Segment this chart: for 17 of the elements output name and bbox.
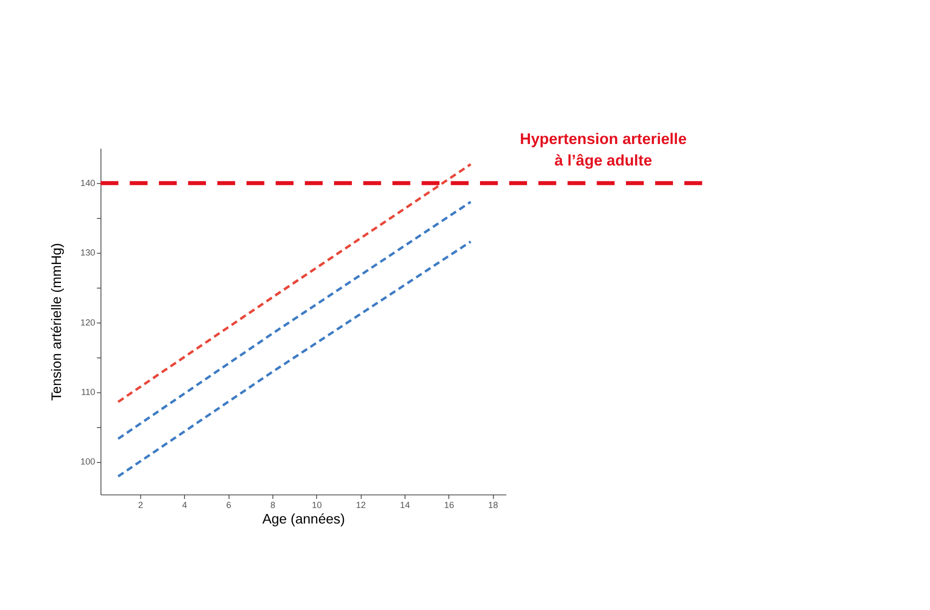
x-tick-label: 16	[444, 500, 454, 510]
y-tick-label: 100	[80, 456, 96, 467]
y-tick-label: 130	[80, 248, 96, 258]
x-tick-label: 12	[356, 500, 366, 510]
x-tick-label: 14	[400, 500, 410, 510]
x-tick-label: 18	[488, 500, 498, 510]
x-tick-label: 8	[270, 500, 276, 510]
x-tick-label: 6	[226, 500, 232, 510]
y-tick-label: 140	[80, 178, 96, 188]
y-tick-label: 110	[81, 386, 96, 397]
ref-line-label: Hypertension arterielle à l’âge adulte	[520, 131, 688, 170]
x-tick-label: 2	[138, 500, 144, 510]
x-axis-title: Age (années)	[262, 511, 345, 526]
x-tick-label: 4	[182, 500, 188, 510]
y-tick-label: 120	[80, 317, 96, 328]
y-axis-title: Tension artérielle (mmHg)	[48, 242, 64, 401]
x-tick-label: 10	[312, 500, 322, 510]
